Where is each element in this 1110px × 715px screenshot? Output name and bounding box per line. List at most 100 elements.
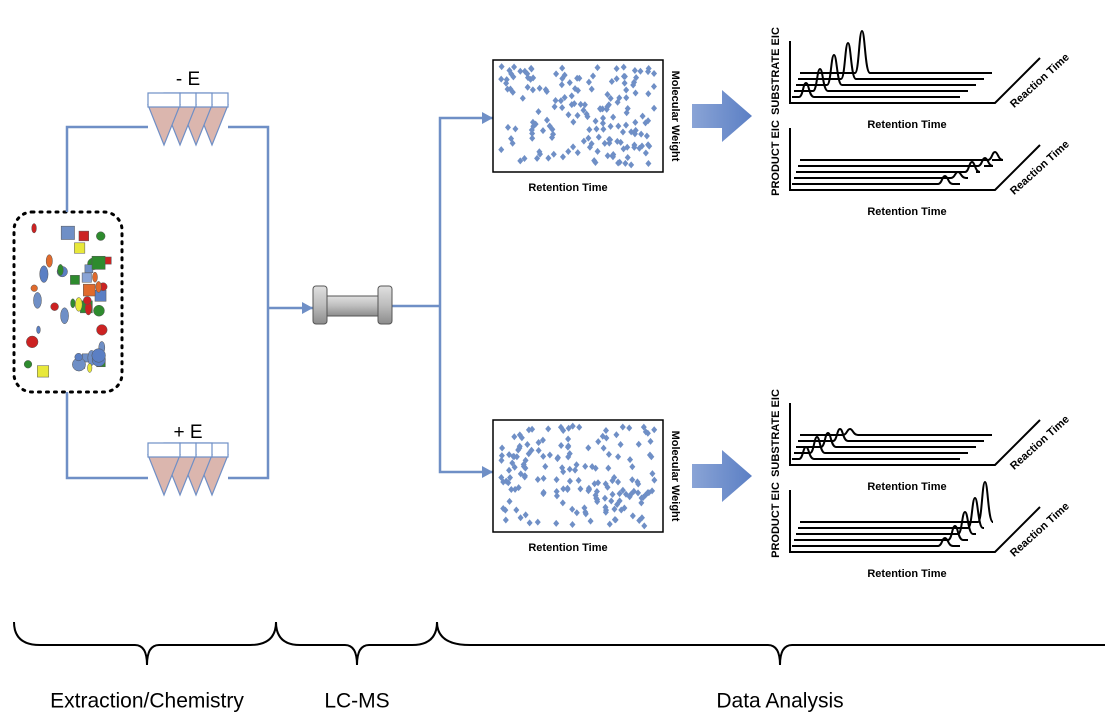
molecule [60,307,69,325]
scatter-dot [577,100,584,108]
molecule [78,230,89,242]
molecule [45,254,53,268]
scatter-dot [566,477,573,485]
scatter-dot [517,514,524,522]
eic-trace [798,496,984,529]
scatter-dot [595,133,602,141]
molecule [83,283,96,297]
molecule [60,225,75,240]
scatter-dot [560,485,567,493]
scatter-dot [528,126,535,134]
scatter-dot [522,511,529,519]
stage-label: Extraction/Chemistry [50,690,244,713]
scatter-dot [498,75,505,83]
scatter-dot [640,423,647,431]
scatter-dot [566,450,573,458]
scatter-dot [521,472,528,480]
x-axis-label: Retention Time [528,182,607,194]
eic-trace [798,156,994,167]
scatter-dot [545,154,552,162]
scatter-dot [549,133,556,141]
scatter-dot [529,86,536,94]
scatter-dot [530,74,537,82]
eic-trace [800,150,1004,161]
scatter-dot [615,478,622,486]
y-axis-label: Molecular Weight [669,71,681,162]
scatter-dot [559,75,566,83]
scatter-dot [638,499,645,507]
scatter-dot [631,66,638,74]
scatter-dot [651,70,658,78]
eic-trace [794,170,968,179]
scatter-dot [607,122,614,130]
scatter-dot [594,147,601,155]
molecule [74,242,86,254]
molecule [26,335,39,348]
scatter-dot [574,149,581,157]
scatter-dot [601,494,608,502]
y-axis-label: PRODUCT EIC [770,120,782,196]
scatter-dot [651,104,658,112]
scatter-dot [600,444,607,452]
lc-column [312,285,393,325]
scatter-dot [564,484,571,492]
scatter-dot [508,486,515,494]
scatter-dot [619,128,626,136]
scatter-dot [540,488,547,496]
scatter-dot [621,79,628,87]
scatter-dot [593,488,600,496]
scatter-dot [498,63,505,71]
scatter-dot [564,443,571,451]
scatter-dot [506,466,513,474]
eic-axes [789,128,1041,191]
scatter-dot [623,86,630,94]
scatter-dot [594,64,601,72]
scatter-dot [506,497,513,505]
scatter-dot [606,520,613,528]
molecule [91,255,106,270]
scatter-dot [593,125,600,133]
scatter-dot [651,426,658,434]
scatter-dot [539,436,546,444]
scatter-dot [558,442,565,450]
scatter-dot [512,125,519,133]
scatter-dot [517,157,524,165]
scatter-dot [580,106,587,114]
scatter-dot [609,153,616,161]
scatter-dot [641,522,648,530]
scatter-dot [613,431,620,439]
scatter-dot [624,154,631,162]
scatter-dot [553,519,560,527]
molecule [39,265,49,283]
scatter-dot [587,517,594,525]
scatter-dot [574,111,581,119]
scatter-dot [550,150,557,158]
scatter-dot [574,86,581,94]
scatter-dot [515,484,522,492]
eic-trace [794,435,968,454]
scatter-dot [638,514,645,522]
scatter-dot [645,68,652,76]
scatter-dot [553,487,560,495]
scatter-dot [561,93,568,101]
scatter-dot [569,422,576,430]
molecule [91,348,106,363]
scatter-dot [608,497,615,505]
scatter-dot [629,512,636,520]
molecule [74,353,83,362]
scatter-dot [509,459,516,467]
scatter-dot [623,109,630,117]
scatter-dot [637,67,644,75]
scatter-dot [516,444,523,452]
brace [13,621,277,666]
scatter-dot [559,153,566,161]
scatter-dot [576,423,583,431]
scatter-dot [617,441,624,449]
scatter-dot [592,159,599,167]
plus-enzyme-label: + E [173,422,202,443]
scatter-dot [585,78,592,86]
scatter-dot [643,132,650,140]
scatter-dot [526,519,533,527]
eic-trace [796,160,981,173]
molecule [30,284,38,292]
